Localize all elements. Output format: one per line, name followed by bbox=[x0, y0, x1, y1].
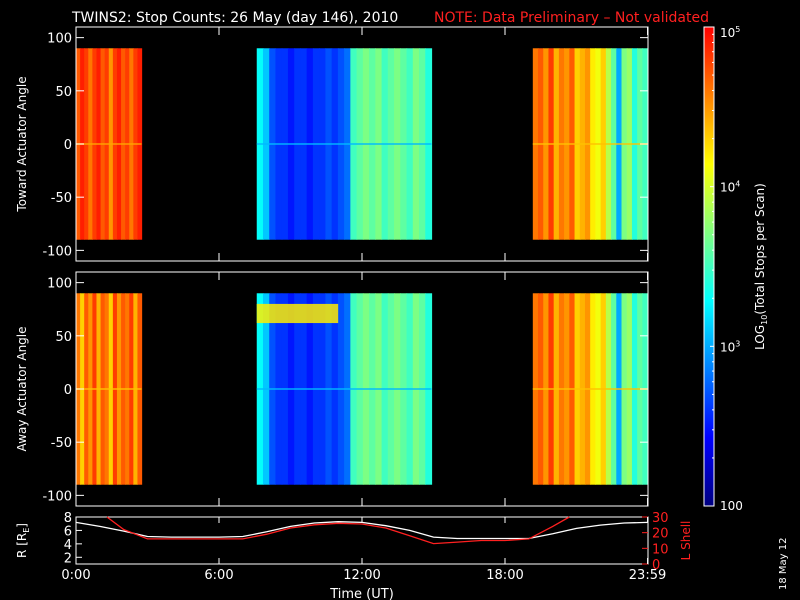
y-tick-label-right: 10 bbox=[652, 542, 669, 557]
toward-heatmap-panel: 100 50 0 -50 -100 Toward Actuator Angle bbox=[15, 26, 649, 262]
colorbar: 105 104 103 100 LOG10(Total Stops per Scan) bbox=[703, 25, 769, 513]
y-axis-label: Toward Actuator Angle bbox=[15, 76, 29, 212]
y-tick-label-right: 0 bbox=[652, 558, 660, 573]
x-tick-label: 0:00 bbox=[61, 568, 90, 583]
y-tick-label: 100 bbox=[47, 32, 72, 47]
colorbar-gradient bbox=[703, 26, 715, 507]
y-tick-label-left: 4 bbox=[64, 538, 72, 553]
lshell-series-line bbox=[106, 516, 570, 545]
preliminary-note: NOTE: Data Preliminary – Not validated bbox=[434, 10, 709, 26]
y-tick-label: -100 bbox=[42, 489, 72, 504]
y-tick-label-left: 2 bbox=[64, 551, 72, 566]
y-tick-label: -50 bbox=[51, 191, 72, 206]
date-stamp: 18 May 12 bbox=[778, 538, 789, 590]
colorbar-tick-label: 104 bbox=[720, 180, 740, 195]
y-tick-label-right: 30 bbox=[652, 511, 669, 526]
chart-title: TWINS2: Stop Counts: 26 May (day 146), 2… bbox=[71, 10, 398, 26]
colorbar-tick-label: 103 bbox=[720, 339, 740, 354]
y-tick-label: 100 bbox=[47, 277, 72, 292]
y-tick-label-right: 20 bbox=[652, 527, 669, 542]
y-axis-label-left: R [RE] bbox=[15, 523, 31, 558]
y-tick-label: -100 bbox=[42, 244, 72, 259]
y-tick-label: 0 bbox=[64, 383, 72, 398]
x-axis-label: Time (UT) bbox=[329, 587, 394, 600]
x-tick-label: 6:00 bbox=[204, 568, 233, 583]
y-tick-label: 0 bbox=[64, 138, 72, 153]
y-tick-label-left: 6 bbox=[64, 524, 72, 539]
away-heatmap-panel: 100 50 0 -50 -100 Away Actuator Angle bbox=[15, 271, 649, 507]
y-tick-label: -50 bbox=[51, 436, 72, 451]
y-tick-label: 50 bbox=[55, 330, 72, 345]
colorbar-label: LOG10(Total Stops per Scan) bbox=[753, 183, 769, 350]
x-tick-label: 18:00 bbox=[486, 568, 523, 583]
y-tick-label: 50 bbox=[55, 85, 72, 100]
colorbar-tick-label: 100 bbox=[720, 499, 743, 513]
x-tick-label: 23:59 bbox=[629, 568, 666, 583]
high-count-band bbox=[256, 303, 339, 324]
y-axis-label-right: L Shell bbox=[679, 521, 693, 561]
y-tick-label-left: 8 bbox=[64, 511, 72, 526]
colorbar-tick-label: 105 bbox=[720, 25, 740, 40]
y-axis-label: Away Actuator Angle bbox=[15, 326, 29, 451]
x-tick-label: 12:00 bbox=[343, 568, 380, 583]
